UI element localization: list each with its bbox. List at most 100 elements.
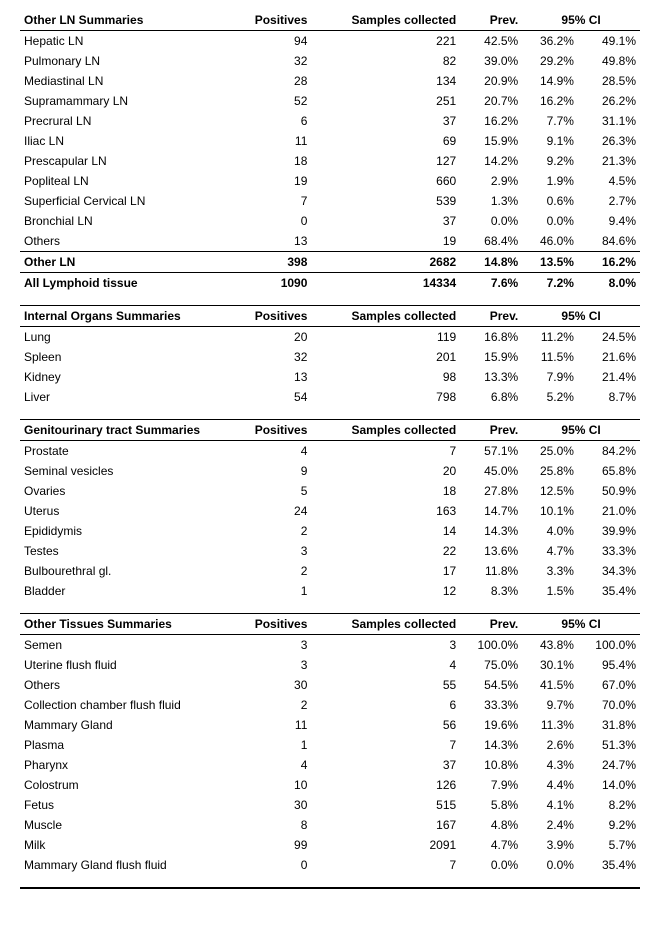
cell-ci-hi: 49.8% bbox=[578, 51, 640, 71]
cell-positives: 4 bbox=[218, 441, 311, 462]
col-header-ci: 95% CI bbox=[522, 420, 640, 441]
cell-name: Uterine flush fluid bbox=[20, 655, 218, 675]
cell-positives: 2 bbox=[218, 521, 311, 541]
summary-table: Other LN SummariesPositivesSamples colle… bbox=[20, 10, 640, 293]
cell-prev: 7.6% bbox=[460, 273, 522, 294]
cell-name: Pulmonary LN bbox=[20, 51, 218, 71]
cell-samples: 798 bbox=[311, 387, 460, 407]
cell-ci-hi: 14.0% bbox=[578, 775, 640, 795]
cell-ci-lo: 41.5% bbox=[522, 675, 578, 695]
cell-name: Bladder bbox=[20, 581, 218, 601]
cell-positives: 30 bbox=[218, 795, 311, 815]
cell-positives: 20 bbox=[218, 327, 311, 348]
cell-samples: 515 bbox=[311, 795, 460, 815]
table-row: Milk9920914.7%3.9%5.7% bbox=[20, 835, 640, 855]
cell-prev: 57.1% bbox=[460, 441, 522, 462]
cell-name: Pharynx bbox=[20, 755, 218, 775]
cell-prev: 11.8% bbox=[460, 561, 522, 581]
cell-ci-hi: 70.0% bbox=[578, 695, 640, 715]
cell-positives: 9 bbox=[218, 461, 311, 481]
cell-ci-hi: 24.7% bbox=[578, 755, 640, 775]
cell-name: Bulbourethral gl. bbox=[20, 561, 218, 581]
cell-prev: 14.2% bbox=[460, 151, 522, 171]
cell-name: Milk bbox=[20, 835, 218, 855]
cell-ci-lo: 7.9% bbox=[522, 367, 578, 387]
cell-ci-lo: 7.7% bbox=[522, 111, 578, 131]
summary-table: Other Tissues SummariesPositivesSamples … bbox=[20, 613, 640, 875]
cell-name: Ovaries bbox=[20, 481, 218, 501]
cell-prev: 19.6% bbox=[460, 715, 522, 735]
col-header-samples: Samples collected bbox=[311, 10, 460, 31]
cell-ci-hi: 51.3% bbox=[578, 735, 640, 755]
cell-samples: 14334 bbox=[311, 273, 460, 294]
cell-samples: 539 bbox=[311, 191, 460, 211]
cell-ci-hi: 8.7% bbox=[578, 387, 640, 407]
col-header-samples: Samples collected bbox=[311, 614, 460, 635]
cell-samples: 7 bbox=[311, 855, 460, 875]
cell-ci-hi: 9.4% bbox=[578, 211, 640, 231]
cell-ci-hi: 34.3% bbox=[578, 561, 640, 581]
cell-ci-lo: 3.3% bbox=[522, 561, 578, 581]
cell-positives: 30 bbox=[218, 675, 311, 695]
cell-ci-hi: 100.0% bbox=[578, 635, 640, 656]
cell-name: Others bbox=[20, 675, 218, 695]
table-row: Prostate4757.1%25.0%84.2% bbox=[20, 441, 640, 462]
cell-prev: 75.0% bbox=[460, 655, 522, 675]
cell-prev: 7.9% bbox=[460, 775, 522, 795]
col-header-title: Other LN Summaries bbox=[20, 10, 218, 31]
cell-prev: 2.9% bbox=[460, 171, 522, 191]
cell-ci-hi: 26.3% bbox=[578, 131, 640, 151]
cell-prev: 6.8% bbox=[460, 387, 522, 407]
cell-samples: 163 bbox=[311, 501, 460, 521]
cell-positives: 10 bbox=[218, 775, 311, 795]
col-header-samples: Samples collected bbox=[311, 420, 460, 441]
table-row: Lung2011916.8%11.2%24.5% bbox=[20, 327, 640, 348]
cell-prev: 13.3% bbox=[460, 367, 522, 387]
table-row: Others131968.4%46.0%84.6% bbox=[20, 231, 640, 252]
cell-ci-lo: 16.2% bbox=[522, 91, 578, 111]
cell-samples: 660 bbox=[311, 171, 460, 191]
cell-name: All Lymphoid tissue bbox=[20, 273, 218, 294]
cell-name: Precrural LN bbox=[20, 111, 218, 131]
cell-prev: 20.9% bbox=[460, 71, 522, 91]
table-row: Bladder1128.3%1.5%35.4% bbox=[20, 581, 640, 601]
cell-name: Kidney bbox=[20, 367, 218, 387]
cell-ci-lo: 46.0% bbox=[522, 231, 578, 252]
table-row: Plasma1714.3%2.6%51.3% bbox=[20, 735, 640, 755]
cell-samples: 2091 bbox=[311, 835, 460, 855]
col-header-positives: Positives bbox=[218, 10, 311, 31]
cell-samples: 56 bbox=[311, 715, 460, 735]
cell-ci-lo: 25.8% bbox=[522, 461, 578, 481]
cell-ci-lo: 9.1% bbox=[522, 131, 578, 151]
table-row: Collection chamber flush fluid2633.3%9.7… bbox=[20, 695, 640, 715]
cell-name: Uterus bbox=[20, 501, 218, 521]
cell-positives: 24 bbox=[218, 501, 311, 521]
cell-name: Colostrum bbox=[20, 775, 218, 795]
cell-samples: 12 bbox=[311, 581, 460, 601]
cell-samples: 22 bbox=[311, 541, 460, 561]
cell-name: Mammary Gland bbox=[20, 715, 218, 735]
table-row: Fetus305155.8%4.1%8.2% bbox=[20, 795, 640, 815]
table-row: Iliac LN116915.9%9.1%26.3% bbox=[20, 131, 640, 151]
cell-ci-lo: 2.6% bbox=[522, 735, 578, 755]
cell-ci-lo: 0.0% bbox=[522, 855, 578, 875]
cell-prev: 1.3% bbox=[460, 191, 522, 211]
cell-samples: 69 bbox=[311, 131, 460, 151]
cell-positives: 18 bbox=[218, 151, 311, 171]
cell-ci-hi: 35.4% bbox=[578, 581, 640, 601]
cell-positives: 94 bbox=[218, 31, 311, 52]
cell-name: Liver bbox=[20, 387, 218, 407]
cell-positives: 2 bbox=[218, 561, 311, 581]
cell-ci-hi: 24.5% bbox=[578, 327, 640, 348]
cell-samples: 201 bbox=[311, 347, 460, 367]
cell-prev: 20.7% bbox=[460, 91, 522, 111]
table-row: Pharynx43710.8%4.3%24.7% bbox=[20, 755, 640, 775]
cell-ci-hi: 8.2% bbox=[578, 795, 640, 815]
summary-row: Other LN398268214.8%13.5%16.2% bbox=[20, 252, 640, 273]
cell-ci-hi: 8.0% bbox=[578, 273, 640, 294]
cell-ci-hi: 21.4% bbox=[578, 367, 640, 387]
cell-name: Bronchial LN bbox=[20, 211, 218, 231]
cell-name: Others bbox=[20, 231, 218, 252]
cell-ci-hi: 21.0% bbox=[578, 501, 640, 521]
cell-ci-hi: 67.0% bbox=[578, 675, 640, 695]
